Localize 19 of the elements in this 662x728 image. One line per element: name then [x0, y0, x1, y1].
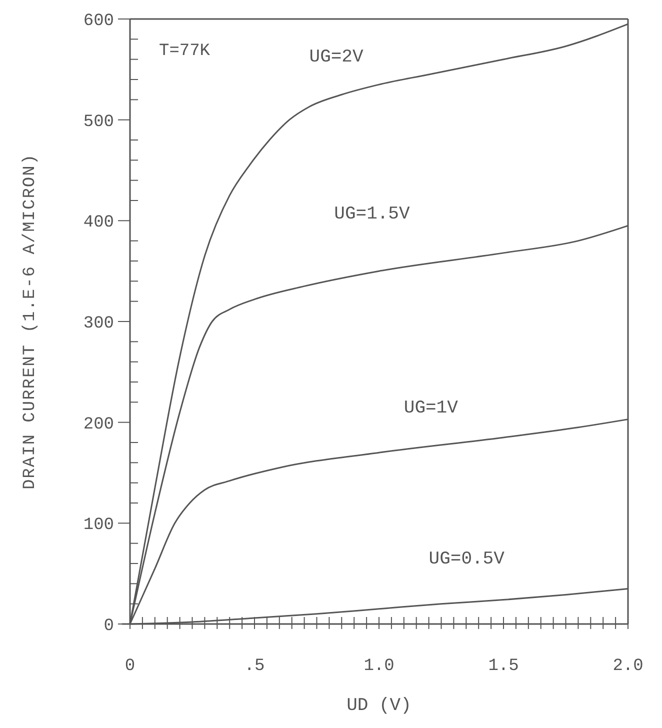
- series-label: UG=0.5V: [428, 550, 505, 570]
- series-label: UG=2V: [309, 47, 364, 68]
- y-tick-label: 300: [83, 314, 114, 334]
- y-tick-label: 600: [83, 12, 114, 31]
- x-tick-label: .5: [244, 657, 265, 676]
- x-tick-label: 1.0: [364, 657, 394, 676]
- y-tick-label: 500: [83, 112, 114, 132]
- annotation: T=77K: [159, 42, 211, 61]
- y-axis-title: DRAIN CURRENT (1.E-6 A/MICRON): [21, 153, 40, 490]
- text: UG=1.5V: [334, 204, 410, 225]
- x-tick-label: 1.5: [488, 657, 519, 676]
- y-tick-label: 0: [104, 617, 114, 636]
- y-tick-label: 100: [83, 516, 114, 536]
- x-tick-label: 0: [124, 657, 136, 676]
- series-label: UG=1V: [404, 398, 458, 418]
- x-axis-title: UD (V): [346, 696, 412, 716]
- y-tick-label: 200: [83, 415, 114, 434]
- x-tick-label: 2.0: [612, 657, 644, 676]
- y-tick-label: 400: [83, 214, 114, 233]
